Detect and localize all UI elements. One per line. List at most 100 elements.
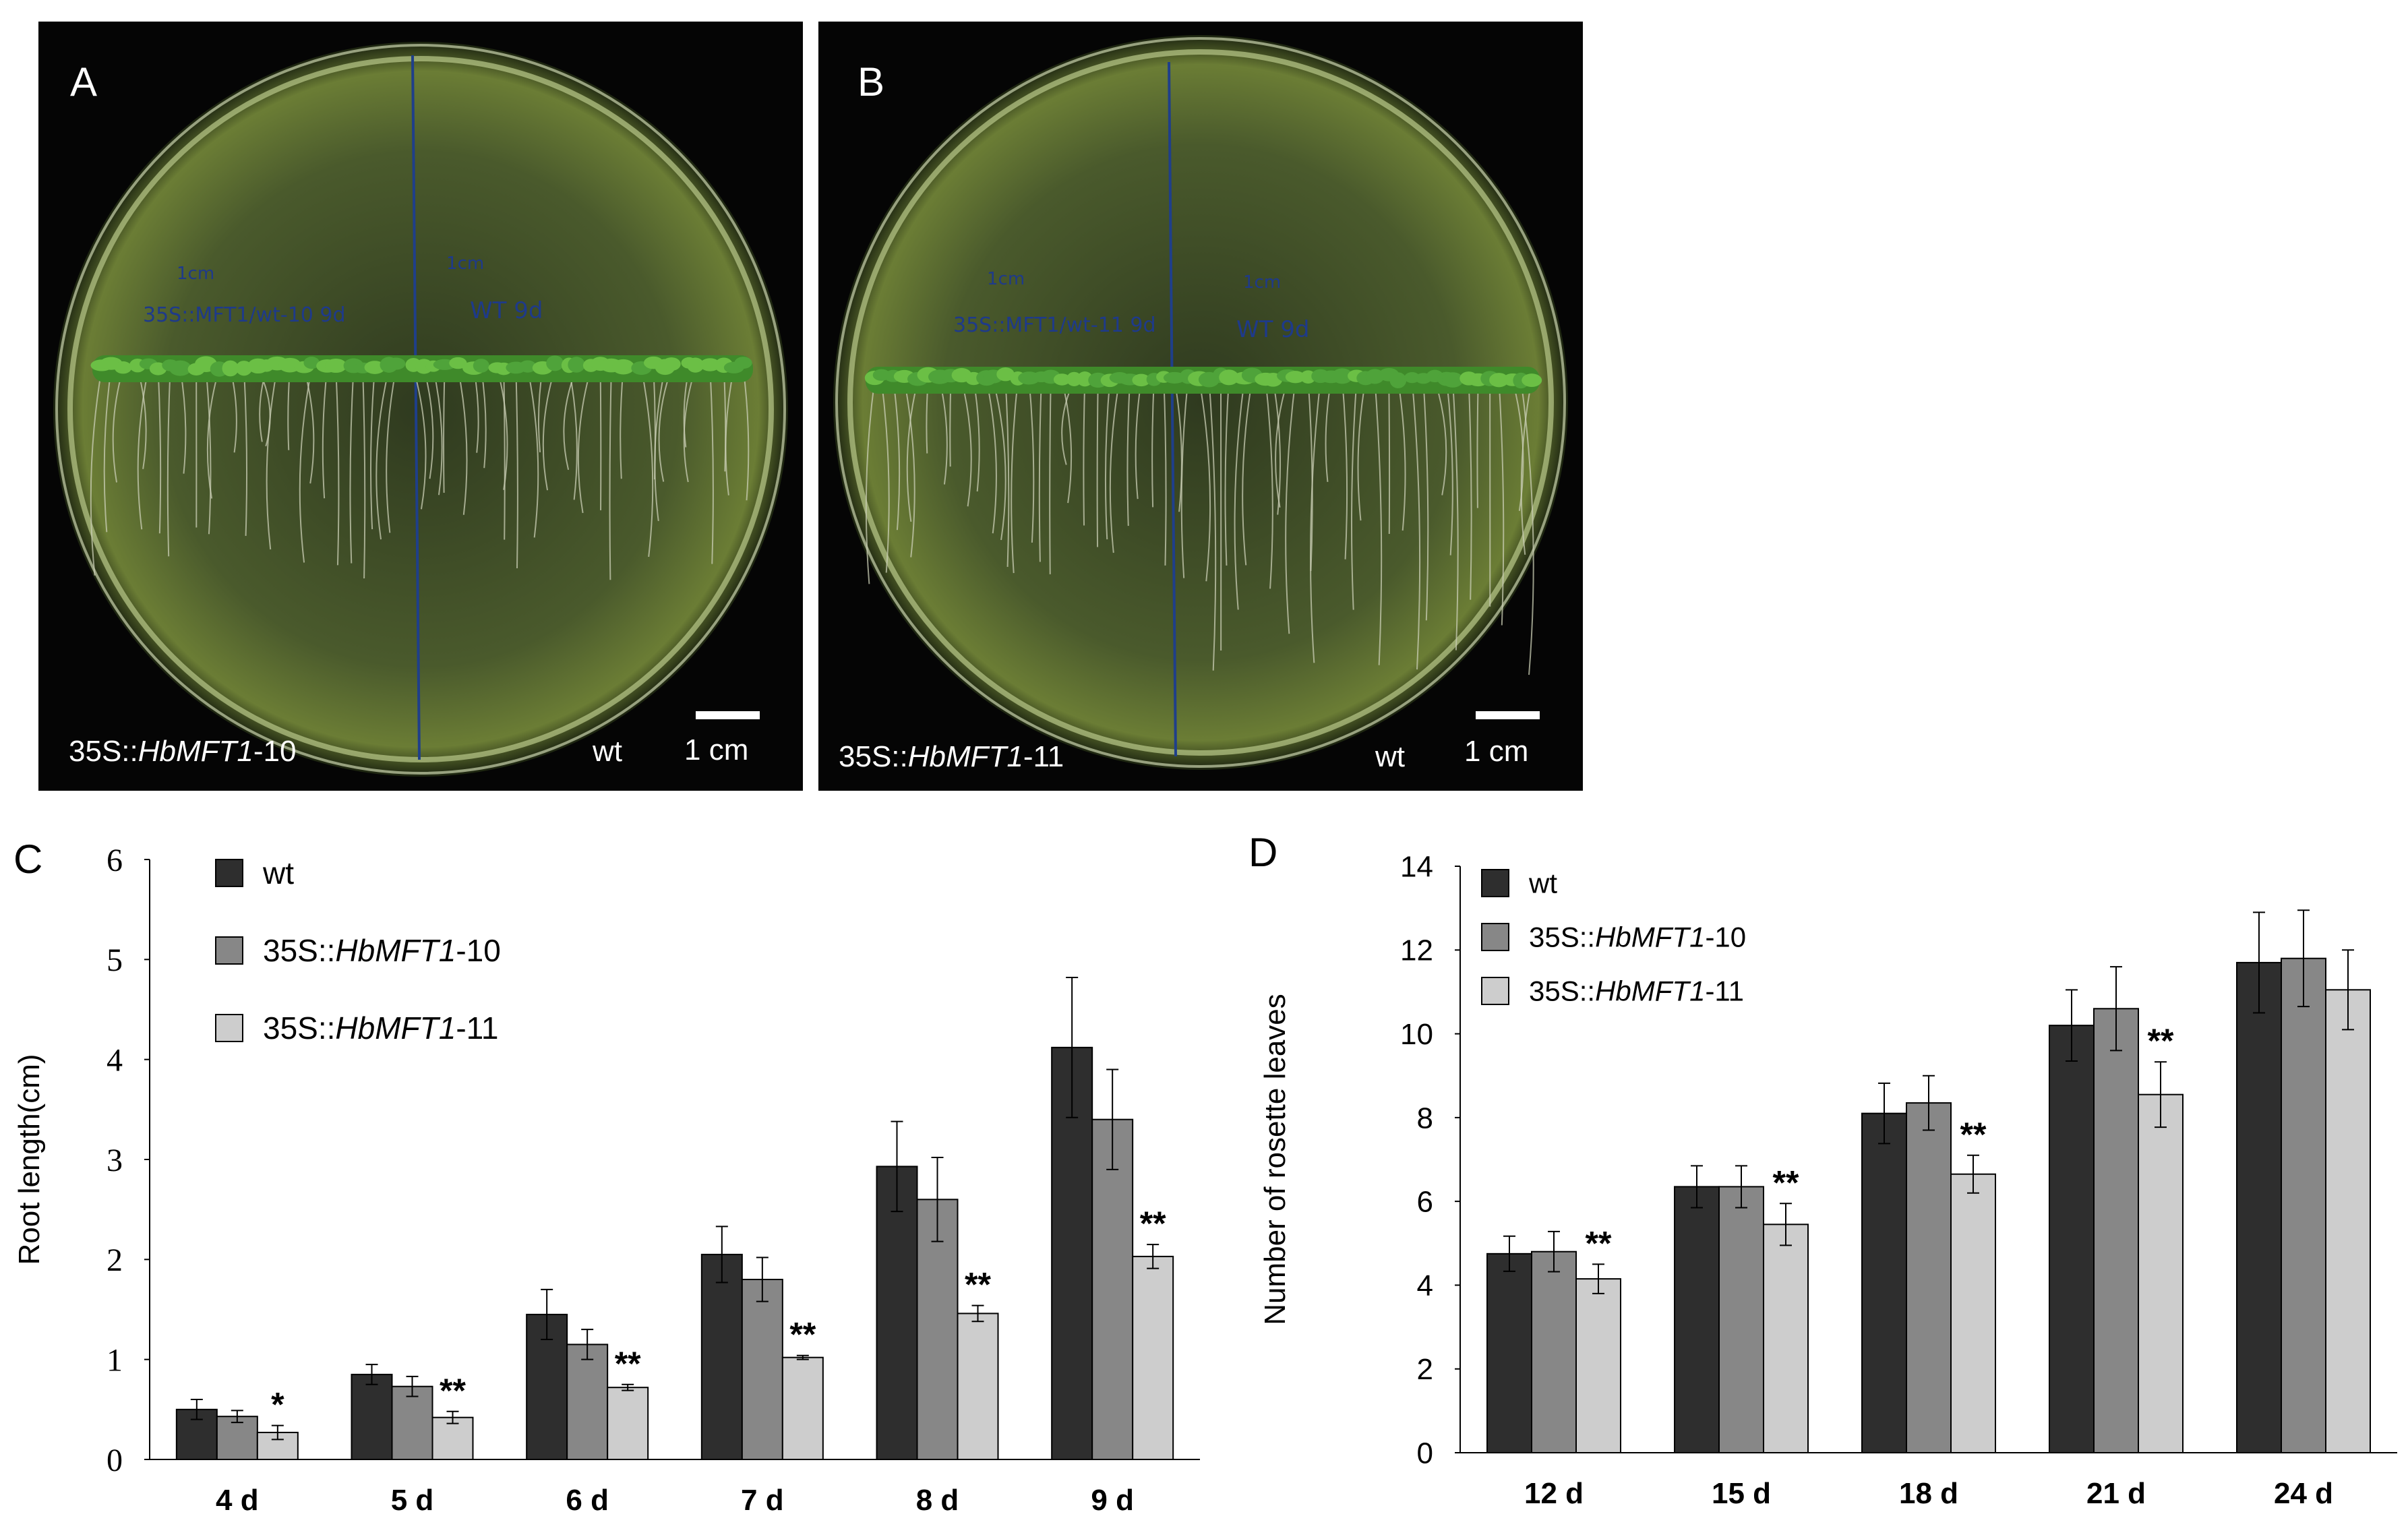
- bar: [2138, 1093, 2184, 1453]
- scale-label-a: 1 cm: [684, 733, 749, 766]
- seedling-root: [205, 368, 212, 535]
- seedling-root: [496, 368, 508, 490]
- bar: [1091, 1118, 1134, 1460]
- y-tick-label: 3: [107, 1143, 123, 1178]
- bar: [700, 1253, 743, 1461]
- seedling-root: [893, 380, 901, 531]
- seedling-root: [725, 368, 735, 495]
- x-tick-label: 8 d: [916, 1484, 959, 1517]
- seedling-root: [1028, 380, 1035, 543]
- chart-root-length: 0 1 2 3 4 5 6 Root length(cm) * 4 d ** 5 d ** 6 d ** 7 …: [13, 843, 1200, 1517]
- scale-bar-b: [1476, 711, 1540, 719]
- legend-swatch: [1481, 869, 1509, 897]
- seedling-root: [362, 368, 366, 579]
- seedling-root: [742, 368, 750, 501]
- seedling-root: [457, 368, 468, 515]
- seedling-root: [992, 380, 1006, 541]
- seedling-root: [299, 368, 313, 563]
- bar: [431, 1416, 474, 1461]
- seedling-root: [1096, 380, 1099, 547]
- divider-line: [1168, 61, 1177, 757]
- seedling-root: [526, 368, 539, 538]
- seedling-leaf: [662, 357, 681, 371]
- plate-handwriting-left: 35S::MFT1/wt-10 9d: [143, 303, 346, 327]
- seedling-leaf: [1285, 371, 1306, 384]
- bar: [1763, 1224, 1809, 1453]
- bar: [351, 1373, 393, 1461]
- y-tick-label: 5: [107, 942, 123, 978]
- bar: [1575, 1278, 1621, 1453]
- seedling-root: [103, 368, 112, 533]
- seedling-roots: [865, 380, 1534, 675]
- seedling-leaves: [90, 355, 752, 377]
- seedling-root: [1242, 380, 1253, 566]
- plate-handwriting-right: WT 9d: [1236, 316, 1309, 343]
- y-tick-label: 6: [107, 843, 123, 878]
- seedling-root: [1174, 380, 1182, 512]
- seedling-root: [443, 368, 446, 493]
- bar: [2236, 961, 2282, 1453]
- x-tick-label: 9 d: [1091, 1484, 1134, 1517]
- bar: [607, 1387, 649, 1461]
- seedling-root: [1411, 380, 1421, 670]
- seedling-root: [206, 368, 220, 499]
- seedling-root: [1498, 380, 1505, 626]
- y-tick-label: 12: [1400, 934, 1433, 967]
- seedling-root: [906, 380, 919, 522]
- seedling-root: [1199, 380, 1211, 582]
- divider-line: [411, 55, 421, 760]
- seedling-leaf: [1077, 371, 1093, 387]
- legend-label: 35S::HbMFT1-11: [263, 1010, 498, 1046]
- seedling-root: [1224, 380, 1230, 566]
- x-tick-label: 4 d: [216, 1484, 259, 1517]
- plate-scale-left: 1cm: [177, 264, 214, 284]
- panel-letter-c: C: [13, 837, 43, 882]
- seedling-root: [880, 380, 890, 573]
- scale-bar-a: [696, 711, 760, 719]
- legend-swatch: [215, 859, 243, 887]
- seedling-root: [609, 368, 612, 580]
- legend-label: 35S::HbMFT1-11: [1529, 975, 1744, 1007]
- seedling-leaf: [303, 357, 320, 369]
- seedling-root: [1104, 380, 1111, 540]
- petri-dish: [833, 35, 1568, 770]
- seedling-root: [1109, 380, 1120, 553]
- seedling-root: [432, 368, 443, 495]
- plate-scale-right: 1cm: [1243, 272, 1281, 293]
- genotype-label-a: 35S::HbMFT1-10: [69, 735, 297, 768]
- y-tick-label: 1: [107, 1342, 123, 1378]
- photo-panel-b: 1cm 1cm 35S::MFT1/wt-11 9d WT 9d B 35S::…: [818, 22, 1583, 791]
- seedling-leaf: [996, 367, 1015, 382]
- seedling-root: [369, 368, 375, 530]
- seedling-root: [1234, 380, 1245, 610]
- y-tick-label: 2: [107, 1242, 123, 1278]
- seedling-leaf: [700, 358, 721, 371]
- bar: [1906, 1102, 1952, 1454]
- bar: [1718, 1186, 1764, 1454]
- seedling-leaf: [1331, 368, 1353, 384]
- seedling-root: [1285, 380, 1296, 634]
- panel-letter-a: A: [70, 59, 98, 104]
- seedling-leaf: [568, 357, 585, 373]
- x-tick-label: 24 d: [2274, 1477, 2333, 1510]
- petri-dish-photo-a: 1cm 1cm 35S::MFT1/wt-10 9d WT 9d: [53, 42, 788, 777]
- seedling-root: [413, 368, 427, 510]
- bar: [876, 1166, 918, 1461]
- y-tick-label: 8: [1417, 1102, 1433, 1135]
- significance-marker: **: [2148, 1022, 2174, 1060]
- wt-label-b: wt: [1375, 740, 1405, 773]
- seedling-root: [1374, 380, 1383, 665]
- seedling-root: [961, 380, 972, 507]
- genotype-label-b: 35S::HbMFT1-11: [839, 740, 1064, 773]
- y-axis-label: Root length(cm): [13, 1054, 46, 1265]
- legend-swatch: [1481, 923, 1509, 951]
- chart-rosette-leaves: 0 2 4 6 8 10 12 14 Number of rosette leaves ** 12 …: [1259, 850, 2397, 1510]
- x-tick-label: 6 d: [566, 1484, 609, 1517]
- bar: [781, 1356, 824, 1461]
- seedling-root: [1476, 380, 1479, 508]
- seedling-root: [1451, 380, 1459, 651]
- seedling-root: [1350, 380, 1358, 610]
- seedling-leaf: [1489, 373, 1509, 388]
- x-tick-label: 7 d: [741, 1484, 784, 1517]
- panel-letter-b: B: [857, 59, 885, 104]
